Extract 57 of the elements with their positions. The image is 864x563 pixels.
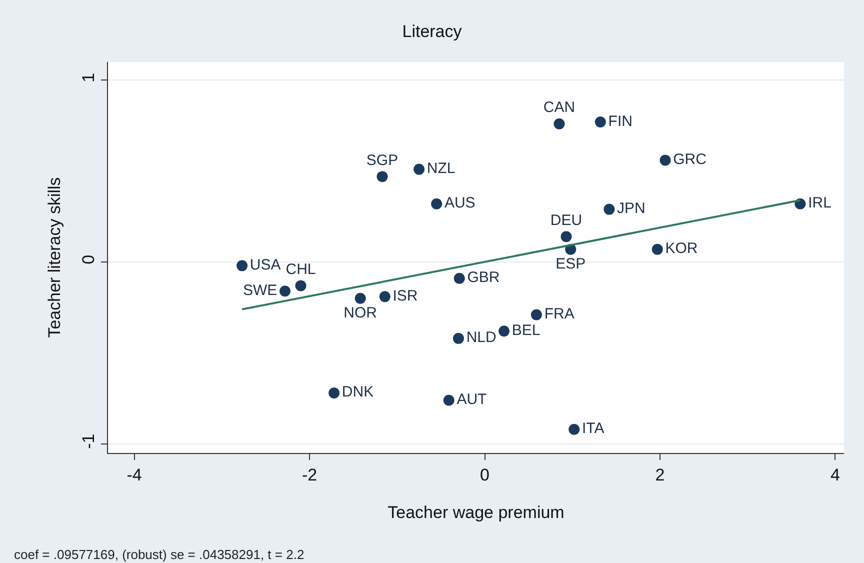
data-label: CAN (543, 99, 576, 116)
point (560, 231, 572, 242)
point (594, 116, 606, 128)
x-tick-label: -4 (126, 465, 142, 484)
point (328, 387, 340, 398)
y-tick-label: 1 (79, 72, 98, 82)
point (379, 291, 390, 302)
data-label: GBR (467, 269, 500, 286)
point (660, 154, 671, 166)
data-label: DEU (550, 212, 582, 229)
data-label: FIN (608, 112, 632, 130)
data-label: ESP (556, 255, 586, 272)
point (279, 286, 290, 297)
data-label: BEL (512, 322, 540, 339)
data-label: NZL (426, 160, 456, 178)
data-label: SGP (366, 152, 398, 169)
x-tick-label: -2 (302, 465, 318, 484)
data-label: KOR (665, 240, 698, 258)
point (431, 198, 442, 210)
point (414, 164, 425, 175)
data-label: USA (250, 256, 281, 274)
y-tick-label: 0 (79, 254, 98, 264)
point (452, 332, 464, 344)
point (794, 198, 806, 210)
point (295, 280, 306, 292)
point (554, 118, 565, 130)
data-label: DNK (342, 384, 374, 401)
data-label: NLD (466, 329, 497, 346)
point (236, 260, 248, 272)
y-tick-label: -1 (79, 434, 98, 449)
x-axis-title: Teacher wage premium (388, 502, 564, 522)
point (354, 292, 366, 304)
point (530, 309, 542, 320)
point (498, 326, 510, 337)
data-label: AUS (444, 194, 476, 212)
data-label: AUT (456, 391, 487, 408)
x-tick-label: 4 (830, 465, 840, 484)
data-label: GRC (673, 150, 707, 168)
point (443, 394, 454, 406)
point (568, 424, 580, 435)
data-label: SWE (242, 282, 278, 299)
data-label: NOR (344, 304, 378, 322)
data-label: IRL (808, 194, 832, 212)
data-label: ITA (582, 420, 604, 438)
point (454, 272, 465, 284)
y-axis-title: Teacher literacy skills (44, 177, 64, 338)
data-label: CHL (286, 261, 316, 278)
point (376, 171, 388, 182)
data-label: JPN (617, 200, 646, 218)
x-tick-label: 0 (480, 465, 490, 484)
chart-title: Literacy (402, 22, 462, 42)
point (604, 204, 615, 215)
data-label: FRA (544, 306, 574, 323)
x-tick-label: 2 (655, 465, 665, 484)
text: coef = .09577169, (robust) se = .04358291, t = 2.2 (14, 547, 304, 562)
point (652, 244, 663, 255)
data-label: ISR (392, 287, 418, 304)
